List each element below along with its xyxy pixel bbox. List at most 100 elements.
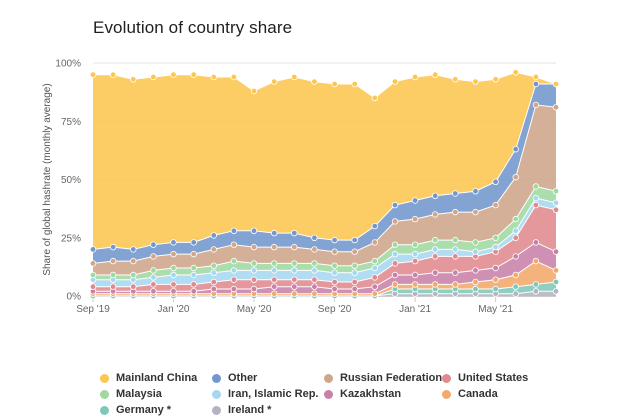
point-russian-federation[interactable]: [170, 250, 177, 258]
point-russian-federation[interactable]: [532, 101, 540, 109]
point-russian-federation[interactable]: [472, 208, 479, 216]
point-canada[interactable]: [432, 281, 439, 288]
legend-item-other[interactable]: Other: [212, 372, 324, 384]
point-malaysia[interactable]: [250, 260, 258, 267]
point-malaysia[interactable]: [492, 234, 499, 241]
point-russian-federation[interactable]: [331, 248, 338, 255]
point-other[interactable]: [351, 236, 358, 244]
point-iran-islamic-rep[interactable]: [512, 227, 519, 234]
legend-item-canada[interactable]: Canada: [442, 388, 570, 400]
point-mainland-china[interactable]: [190, 71, 197, 78]
point-mainland-china[interactable]: [210, 73, 217, 81]
point-united-states[interactable]: [432, 253, 439, 260]
point-mainland-china[interactable]: [492, 76, 499, 83]
point-kazakhstan[interactable]: [452, 269, 459, 276]
point-united-states[interactable]: [512, 234, 519, 241]
point-iran-islamic-rep[interactable]: [291, 267, 298, 274]
point-other[interactable]: [492, 178, 499, 185]
point-iran-islamic-rep[interactable]: [250, 267, 258, 274]
point-malaysia[interactable]: [311, 260, 318, 267]
point-kazakhstan[interactable]: [432, 269, 439, 276]
point-united-states[interactable]: [130, 283, 137, 290]
point-malaysia[interactable]: [331, 262, 338, 269]
point-canada[interactable]: [452, 281, 459, 288]
point-united-states[interactable]: [89, 283, 97, 290]
point-malaysia[interactable]: [532, 183, 540, 190]
point-canada[interactable]: [271, 290, 278, 297]
point-other[interactable]: [472, 187, 479, 195]
point-malaysia[interactable]: [512, 215, 519, 223]
point-other[interactable]: [452, 190, 459, 197]
point-kazakhstan[interactable]: [331, 285, 338, 293]
point-canada[interactable]: [311, 290, 318, 297]
point-other[interactable]: [532, 80, 540, 88]
point-iran-islamic-rep[interactable]: [452, 246, 459, 253]
point-kazakhstan[interactable]: [391, 271, 399, 279]
point-iran-islamic-rep[interactable]: [170, 271, 177, 279]
point-russian-federation[interactable]: [512, 173, 519, 181]
point-malaysia[interactable]: [432, 236, 439, 244]
point-russian-federation[interactable]: [109, 257, 117, 265]
point-germany[interactable]: [552, 278, 560, 286]
point-iran-islamic-rep[interactable]: [411, 250, 419, 258]
point-mainland-china[interactable]: [371, 94, 378, 102]
point-iran-islamic-rep[interactable]: [472, 248, 479, 255]
point-mainland-china[interactable]: [271, 78, 278, 85]
point-russian-federation[interactable]: [391, 218, 399, 225]
point-mainland-china[interactable]: [331, 80, 338, 88]
legend-item-iran-islamic-rep[interactable]: Iran, Islamic Rep.: [212, 388, 324, 400]
point-canada[interactable]: [472, 278, 479, 286]
point-kazakhstan[interactable]: [170, 288, 177, 295]
point-united-states[interactable]: [150, 281, 157, 288]
point-russian-federation[interactable]: [250, 243, 258, 251]
point-mainland-china[interactable]: [472, 78, 479, 85]
point-malaysia[interactable]: [130, 271, 137, 279]
point-germany[interactable]: [512, 283, 519, 290]
point-united-states[interactable]: [391, 260, 399, 267]
point-iran-islamic-rep[interactable]: [492, 243, 499, 251]
point-mainland-china[interactable]: [432, 71, 439, 78]
point-mainland-china[interactable]: [452, 76, 459, 83]
point-mainland-china[interactable]: [170, 71, 177, 78]
point-other[interactable]: [89, 246, 97, 253]
point-other[interactable]: [250, 227, 258, 234]
point-germany[interactable]: [532, 281, 540, 288]
point-russian-federation[interactable]: [230, 241, 238, 248]
legend-item-united-states[interactable]: United States: [442, 372, 570, 384]
point-iran-islamic-rep[interactable]: [532, 194, 540, 202]
point-germany[interactable]: [492, 285, 499, 293]
point-other[interactable]: [331, 236, 338, 244]
point-iran-islamic-rep[interactable]: [190, 271, 197, 279]
point-united-states[interactable]: [552, 206, 560, 213]
point-malaysia[interactable]: [291, 260, 298, 267]
point-canada[interactable]: [492, 276, 499, 283]
point-kazakhstan[interactable]: [271, 283, 278, 290]
point-russian-federation[interactable]: [89, 260, 97, 267]
legend-item-ireland[interactable]: Ireland *: [212, 404, 324, 416]
point-other[interactable]: [391, 201, 399, 209]
point-united-states[interactable]: [311, 276, 318, 283]
point-russian-federation[interactable]: [130, 257, 137, 265]
point-malaysia[interactable]: [109, 271, 117, 279]
point-russian-federation[interactable]: [371, 239, 378, 246]
point-other[interactable]: [109, 243, 117, 251]
point-russian-federation[interactable]: [311, 246, 318, 253]
point-iran-islamic-rep[interactable]: [371, 264, 378, 272]
point-other[interactable]: [210, 232, 217, 239]
point-other[interactable]: [411, 197, 419, 204]
point-other[interactable]: [190, 239, 197, 246]
point-canada[interactable]: [552, 267, 560, 274]
point-ireland[interactable]: [512, 290, 519, 297]
point-russian-federation[interactable]: [452, 208, 459, 216]
point-other[interactable]: [230, 227, 238, 234]
point-kazakhstan[interactable]: [371, 283, 378, 290]
point-united-states[interactable]: [250, 276, 258, 283]
point-russian-federation[interactable]: [150, 253, 157, 260]
point-kazakhstan[interactable]: [472, 267, 479, 274]
point-malaysia[interactable]: [190, 264, 197, 272]
point-united-states[interactable]: [291, 276, 298, 283]
point-canada[interactable]: [371, 290, 378, 297]
point-russian-federation[interactable]: [190, 250, 197, 258]
point-malaysia[interactable]: [411, 241, 419, 248]
point-united-states[interactable]: [170, 281, 177, 288]
